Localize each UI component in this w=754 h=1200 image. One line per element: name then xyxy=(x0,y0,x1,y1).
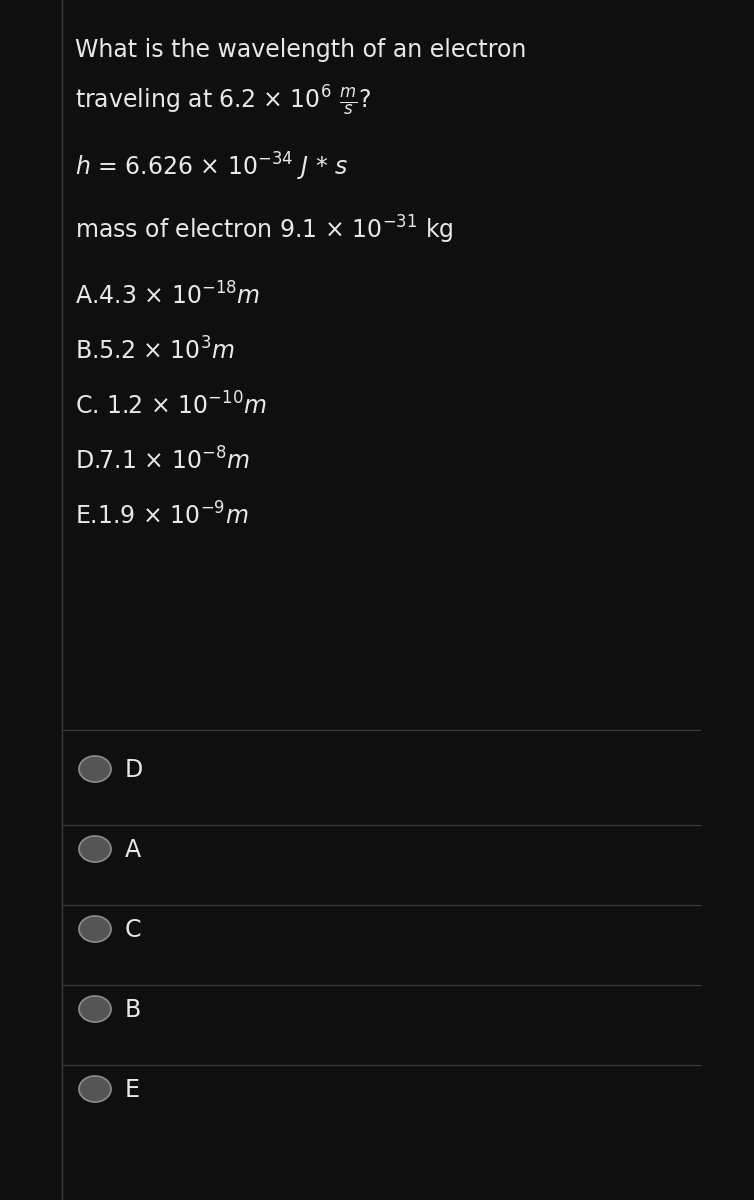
Text: C: C xyxy=(125,918,142,942)
Ellipse shape xyxy=(79,756,111,782)
Ellipse shape xyxy=(79,916,111,942)
Text: B: B xyxy=(125,998,141,1022)
Text: D.7.1 $\times$ 10$^{-8}$$m$: D.7.1 $\times$ 10$^{-8}$$m$ xyxy=(75,446,250,474)
Ellipse shape xyxy=(79,1076,111,1102)
Text: mass of electron 9.1 $\times$ 10$^{-31}$ kg: mass of electron 9.1 $\times$ 10$^{-31}$… xyxy=(75,214,454,246)
Text: E: E xyxy=(125,1078,140,1102)
Text: A: A xyxy=(125,838,141,862)
Ellipse shape xyxy=(79,996,111,1022)
Text: D: D xyxy=(125,758,143,782)
Text: E.1.9 $\times$ 10$^{-9}$$m$: E.1.9 $\times$ 10$^{-9}$$m$ xyxy=(75,502,249,529)
Text: $h$ = 6.626 $\times$ 10$^{-34}$ $J$ $*$ $s$: $h$ = 6.626 $\times$ 10$^{-34}$ $J$ $*$ … xyxy=(75,151,348,184)
Text: traveling at 6.2 $\times$ 10$^{6}$ $\frac{m}{s}$?: traveling at 6.2 $\times$ 10$^{6}$ $\fra… xyxy=(75,83,371,116)
Text: A.4.3 $\times$ 10$^{-18}$$m$: A.4.3 $\times$ 10$^{-18}$$m$ xyxy=(75,282,260,310)
Text: C. 1.2 $\times$ 10$^{-10}$$m$: C. 1.2 $\times$ 10$^{-10}$$m$ xyxy=(75,392,267,419)
Text: What is the wavelength of an electron: What is the wavelength of an electron xyxy=(75,38,526,62)
Ellipse shape xyxy=(79,836,111,862)
Text: B.5.2 $\times$ 10$^{3}$$m$: B.5.2 $\times$ 10$^{3}$$m$ xyxy=(75,337,234,365)
